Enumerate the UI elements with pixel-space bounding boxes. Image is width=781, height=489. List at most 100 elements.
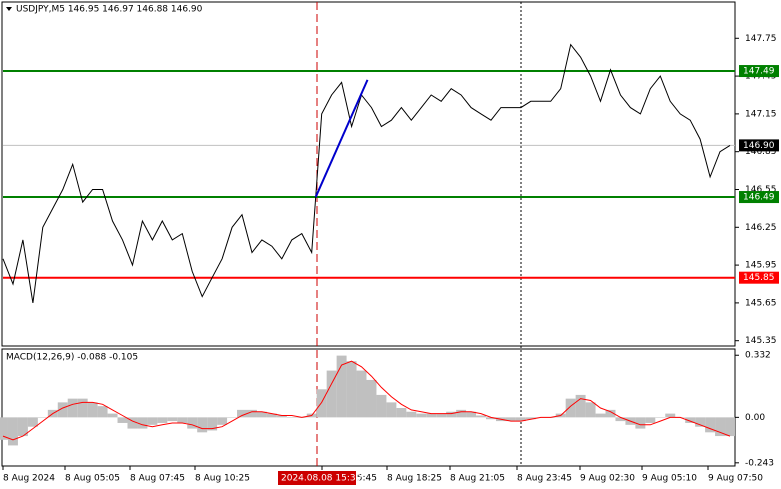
macd-bar	[67, 398, 78, 418]
y-tick-label: 0.00	[745, 413, 765, 423]
macd-bar	[157, 417, 168, 423]
macd-bar	[376, 394, 387, 418]
y-tick-label: 0.332	[745, 351, 771, 361]
macd-bar	[715, 417, 726, 437]
macd-panel	[1, 348, 736, 467]
y-tick-label: 145.35	[745, 336, 777, 346]
macd-bar	[645, 417, 656, 423]
macd-bar	[655, 417, 666, 418]
macd-bar	[246, 409, 257, 418]
macd-bar	[685, 417, 696, 423]
macd-title: MACD(12,26,9) -0.088 -0.105	[6, 353, 138, 363]
x-tick-label: 8 Aug 2024	[3, 474, 55, 484]
crosshair-label-box	[278, 471, 356, 485]
x-tick-label: 9 Aug 07:50	[708, 474, 763, 484]
macd-bar	[147, 417, 158, 425]
level-label: 145.85	[743, 273, 775, 283]
macd-bar	[416, 413, 427, 418]
macd-bar	[635, 417, 646, 429]
macd-bar	[456, 409, 467, 418]
macd-bar	[595, 413, 606, 418]
chart-title: USDJPY,M5 146.95 146.97 146.88 146.90	[16, 5, 203, 15]
level-label: 147.49	[743, 67, 775, 77]
macd-bar	[316, 389, 327, 418]
macd-bar	[436, 413, 447, 418]
x-tick-label: 8 Aug 21:05	[450, 474, 505, 484]
macd-bar	[705, 417, 716, 433]
macd-bar	[77, 398, 88, 418]
macd-bar	[117, 417, 128, 423]
macd-bar	[346, 361, 357, 418]
macd-bar	[197, 417, 208, 433]
macd-bar	[476, 415, 487, 418]
x-tick-label: 8 Aug 23:45	[517, 474, 572, 484]
x-tick-label: 8 Aug 07:45	[130, 474, 185, 484]
macd-bar	[37, 417, 48, 418]
macd-bar	[486, 417, 496, 420]
y-tick-label: 146.55	[745, 185, 777, 195]
current-price-box	[739, 139, 779, 152]
price-line	[2, 43, 731, 303]
macd-bar	[137, 417, 148, 429]
macd-bar	[426, 413, 437, 418]
x-tick-label: 8 Aug 10:25	[195, 474, 250, 484]
macd-bar	[276, 415, 287, 418]
macd-bar	[187, 417, 198, 429]
y-tick-label: 147.75	[745, 34, 777, 44]
macd-bar	[386, 402, 397, 418]
x-tick-label: 8 Aug 05:05	[65, 474, 120, 484]
macd-bar	[585, 402, 596, 418]
menu-arrow[interactable]	[6, 7, 12, 11]
x-tick-label: 9 Aug 05:10	[642, 474, 697, 484]
macd-bar	[127, 417, 138, 429]
macd-bar	[396, 408, 407, 418]
trend-line	[314, 79, 369, 198]
macd-bar	[605, 409, 616, 418]
price-panel	[1, 1, 736, 347]
x-tick-label: 9 Aug 02:30	[580, 474, 635, 484]
macd-bar	[227, 417, 238, 418]
macd-bar	[466, 411, 477, 418]
macd-bar	[336, 355, 347, 418]
x-tick-label: 8 Aug 18:25	[387, 474, 442, 484]
y-tick-label: 146.25	[745, 223, 777, 233]
macd-bar	[615, 417, 626, 422]
y-tick-label: 147.15	[745, 109, 777, 119]
macd-bar	[177, 417, 188, 423]
level-label-box	[739, 271, 779, 284]
macd-bar	[266, 413, 277, 418]
macd-bar	[107, 413, 118, 418]
macd-bar	[87, 402, 98, 418]
macd-bar	[446, 411, 457, 418]
macd-bar	[406, 411, 417, 418]
macd-bar	[256, 411, 267, 418]
macd-bar	[665, 413, 676, 418]
macd-bar	[525, 417, 536, 420]
y-tick-label: 145.65	[745, 298, 777, 308]
y-tick-label: 145.95	[745, 261, 777, 271]
y-tick-label: -0.243	[745, 458, 774, 468]
level-label-box	[739, 65, 779, 78]
macd-bar	[7, 417, 18, 446]
macd-bar	[326, 370, 337, 418]
macd-bar	[286, 417, 297, 418]
macd-bar	[57, 402, 68, 418]
macd-bar	[366, 379, 377, 418]
macd-bar	[0, 417, 8, 440]
macd-bar	[217, 417, 228, 425]
macd-bar	[167, 417, 178, 422]
level-label-box	[739, 191, 779, 204]
macd-bar	[207, 417, 218, 431]
macd-bar	[695, 417, 706, 427]
macd-bar	[725, 417, 735, 437]
macd-bar	[575, 394, 586, 418]
y-tick-label: 146.85	[745, 147, 777, 157]
signal-line	[2, 360, 731, 441]
crosshair-label: 2024.08.08 15:30	[281, 474, 362, 484]
macd-bar	[505, 417, 516, 422]
macd-bar	[237, 409, 247, 418]
macd-bar	[97, 406, 108, 418]
macd-bar	[565, 398, 576, 418]
macd-bar	[356, 370, 367, 418]
macd-bar	[27, 417, 38, 427]
